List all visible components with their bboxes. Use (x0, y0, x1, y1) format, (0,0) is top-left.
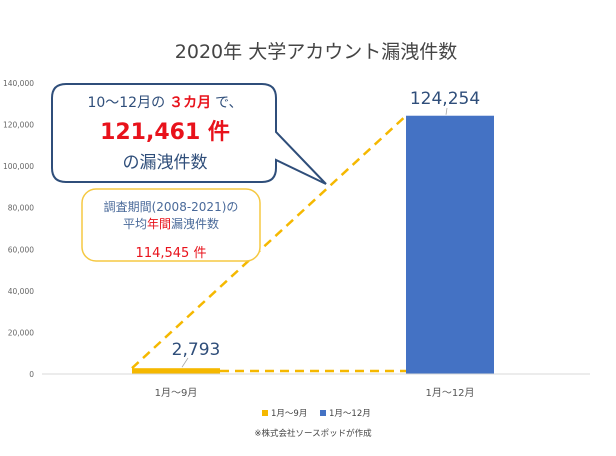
trend-dash-diagonal (131, 114, 407, 370)
legend: 1月〜9月 1月〜12月 (262, 409, 371, 419)
callout-line-1-post: で、 (215, 95, 243, 111)
average-line-2-highlight: 年間 (146, 217, 171, 231)
y-tick-label: 60,000 (8, 245, 34, 254)
y-tick-label: 0 (29, 370, 34, 379)
legend-swatch-1 (262, 410, 268, 416)
callout-line-1: 10〜12月の ３カ月 で、 (56, 92, 274, 112)
data-label-1: 2,793 (172, 340, 221, 360)
callout-count: 121,461 件 (100, 120, 230, 145)
y-axis: 0 20,000 40,000 60,000 80,000 100,000 120,000 1… (3, 79, 34, 379)
bar-1 (132, 368, 220, 374)
average-line-2-pre: 平均 (122, 217, 147, 231)
average-line-2: 平均年間漏洩件数 (86, 215, 256, 232)
y-tick-label: 140,000 (3, 79, 34, 88)
y-tick-label: 100,000 (3, 162, 34, 171)
chart-title: 2020年 大学アカウント漏洩件数 (175, 41, 457, 63)
legend-label-2: 1月〜12月 (329, 409, 371, 419)
average-text: 調査期間(2008-2021)の 平均年間漏洩件数 114,545 件 (86, 198, 256, 261)
legend-label-1: 1月〜9月 (271, 409, 307, 419)
data-label-leader (181, 357, 189, 368)
x-tick-label: 1月〜9月 (155, 387, 198, 399)
average-box (81, 188, 261, 262)
bars: 2,793 124,254 (132, 89, 494, 374)
bar-2 (406, 115, 494, 374)
average-value: 114,545 件 (135, 246, 207, 261)
y-tick-label: 40,000 (8, 287, 34, 296)
average-line-2-post: 漏洩件数 (171, 217, 220, 231)
data-label-leader (445, 107, 448, 115)
average-line-1: 調査期間(2008-2021)の (103, 200, 239, 214)
y-tick-label: 80,000 (8, 204, 34, 213)
source-note: ※株式会社ソースポッドが作成 (254, 428, 372, 439)
trend-dash-lines (131, 114, 407, 373)
x-tick-label: 1月〜12月 (425, 387, 474, 399)
legend-swatch-2 (320, 410, 326, 416)
callout-line-1-pre: 10〜12月の (87, 95, 166, 111)
callout-highlight: ３カ月 (169, 95, 212, 111)
data-label-2: 124,254 (410, 89, 480, 109)
callout-text: 10〜12月の ３カ月 で、 121,461 件 の漏洩件数 (56, 92, 274, 173)
x-axis: 1月〜9月 1月〜12月 (42, 373, 590, 399)
callout-line-3: の漏洩件数 (122, 153, 208, 173)
y-tick-label: 20,000 (8, 328, 34, 337)
y-tick-label: 120,000 (3, 121, 34, 130)
callout-bubble (51, 83, 327, 185)
